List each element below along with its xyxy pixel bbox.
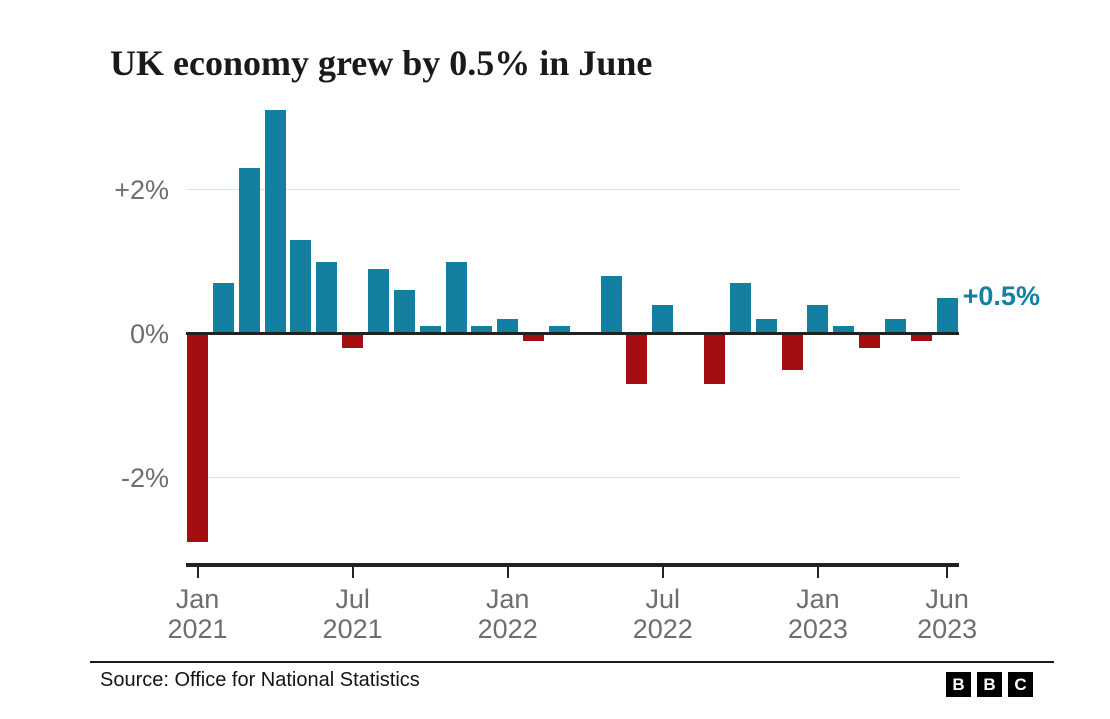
- x-axis-tick-jan-2023: [816, 567, 819, 578]
- x-axis-tick-jun-2023: [946, 567, 949, 578]
- bar-mar-2021: [238, 167, 260, 334]
- x-axis-tick-jul-2021: [351, 567, 354, 578]
- zero-baseline: [186, 332, 959, 335]
- bar-oct-2022: [729, 283, 751, 334]
- bar-jan-2023: [807, 304, 829, 334]
- bar-dec-2022: [781, 333, 803, 370]
- bar-sep-2022: [704, 333, 725, 384]
- x-axis-tick-jan-2022: [506, 567, 509, 578]
- bar-feb-2021: [212, 283, 234, 334]
- y-axis-label-0%: 0%: [129, 318, 169, 349]
- latest-value-annotation: +0.5%: [962, 281, 1040, 311]
- bar-may-2021: [290, 239, 312, 334]
- bar-jun-2022: [626, 333, 648, 384]
- y-axis-label--2%: -2%: [120, 462, 169, 493]
- bbc-logo-letter-b1: B: [946, 672, 971, 697]
- footer-divider: [90, 661, 1054, 663]
- gridline-2pct: [186, 189, 959, 190]
- bar-may-2022: [600, 275, 622, 334]
- x-axis-label-jun-2023: Jun 2023: [917, 584, 978, 644]
- x-axis-label-jul-2021: Jul 2021: [322, 584, 383, 644]
- bar-may-2023: [910, 333, 932, 341]
- bar-mar-2023: [859, 333, 881, 348]
- x-axis-tick-jul-2022: [661, 567, 664, 578]
- bar-apr-2021: [264, 110, 286, 334]
- bar-jun-2021: [316, 261, 338, 334]
- x-axis-tick-jan-2021: [196, 567, 199, 578]
- bar-aug-2021: [367, 268, 389, 334]
- bar-jan-2021: [187, 333, 208, 543]
- bar-feb-2022: [523, 333, 545, 341]
- bar-feb-2023: [833, 326, 855, 334]
- gridline--2pct: [186, 477, 959, 478]
- x-axis-label-jul-2022: Jul 2022: [632, 584, 693, 644]
- bar-jul-2022: [652, 304, 674, 334]
- bar-dec-2021: [471, 326, 493, 334]
- bar-mar-2022: [548, 326, 570, 334]
- source-text: Source: Office for National Statistics: [100, 669, 420, 691]
- bar-jun-2023: [936, 297, 958, 334]
- bar-nov-2022: [755, 319, 777, 334]
- bbc-logo: B B C: [946, 672, 1033, 697]
- x-axis-label-jan-2021: Jan 2021: [167, 584, 228, 644]
- bar-sep-2021: [393, 290, 415, 334]
- bar-apr-2023: [884, 319, 906, 334]
- x-axis-label-jan-2022: Jan 2022: [477, 584, 538, 644]
- bbc-logo-letter-b2: B: [977, 672, 1002, 697]
- x-axis-label-jan-2023: Jan 2023: [787, 584, 848, 644]
- x-axis-line: [186, 563, 959, 567]
- bar-jul-2021: [342, 333, 364, 348]
- y-axis-label-+2%: +2%: [114, 174, 169, 205]
- bar-nov-2021: [445, 261, 467, 334]
- bar-jan-2022: [497, 319, 519, 334]
- bbc-logo-letter-c: C: [1008, 672, 1033, 697]
- chart-title: UK economy grew by 0.5% in June: [110, 43, 653, 83]
- bar-oct-2021: [419, 326, 441, 334]
